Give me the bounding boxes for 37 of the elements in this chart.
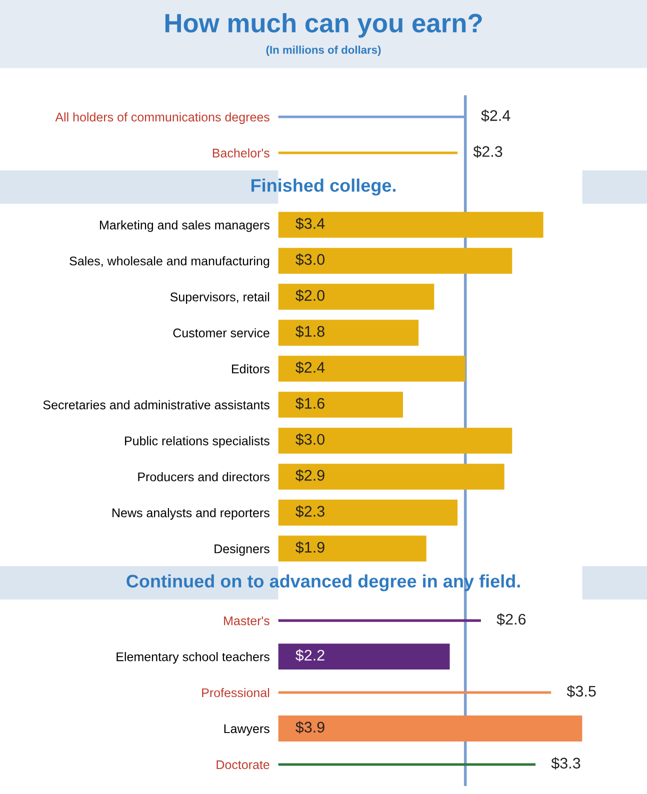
annotation: Finished college.	[251, 178, 396, 196]
data-label: $2.3	[296, 505, 324, 518]
data-label: $1.8	[296, 325, 324, 338]
y-tick-label: All holders of communications degrees	[55, 112, 270, 124]
y-tick-label: Sales, wholesale and manufacturing	[70, 256, 270, 268]
chart-subtitle: (In millions of dollars)	[266, 46, 381, 56]
data-label: $1.6	[296, 397, 324, 410]
data-label: $2.2	[296, 649, 324, 662]
y-tick-label: Marketing and sales managers	[100, 220, 270, 232]
data-label: $2.4	[296, 361, 325, 374]
data-label: $2.9	[296, 469, 324, 482]
y-tick-label: Supervisors, retail	[170, 292, 270, 304]
data-label: $2.0	[296, 289, 324, 302]
y-tick-label: Designers	[214, 544, 270, 556]
y-tick-label: Secretaries and administrative assistants	[43, 400, 270, 410]
chart-title: How much can you earn?	[165, 13, 482, 38]
data-label: $2.3	[473, 145, 502, 158]
y-tick-label: Public relations specialists	[125, 436, 270, 448]
y-tick-label: Doctorate	[216, 760, 270, 770]
data-label: $3.3	[551, 757, 580, 770]
data-label: $3.9	[296, 721, 324, 734]
data-label: $2.4	[481, 110, 510, 122]
y-tick-label: Customer service	[173, 328, 270, 338]
data-label: $3.0	[296, 433, 324, 446]
y-tick-label: Producers and directors	[138, 472, 270, 482]
y-tick-label: News analysts and reporters	[112, 508, 270, 520]
data-label: $3.5	[566, 685, 596, 698]
data-label: $2.6	[496, 613, 526, 626]
y-tick-label: Elementary school teachers	[116, 652, 270, 664]
data-label: $3.4	[296, 217, 325, 230]
data-label: $1.9	[296, 541, 324, 554]
y-tick-label: Bachelor's	[212, 148, 270, 158]
data-label: $3.0	[296, 253, 324, 266]
y-tick-label: Professional	[202, 688, 270, 698]
y-tick-label: Lawyers	[224, 724, 270, 736]
y-tick-label: Master's	[224, 616, 270, 626]
y-tick-label: Editors	[232, 364, 270, 374]
